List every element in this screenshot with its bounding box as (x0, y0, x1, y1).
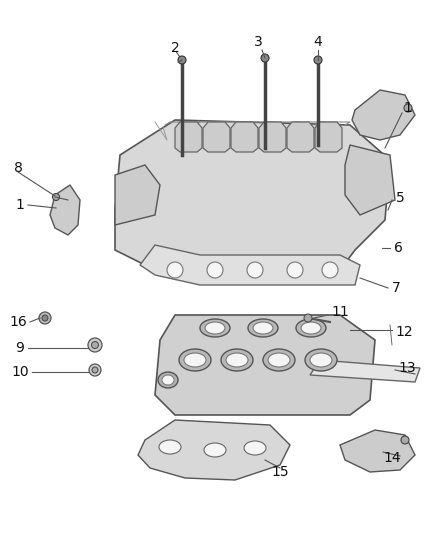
Circle shape (42, 315, 48, 321)
Ellipse shape (301, 322, 321, 334)
Polygon shape (138, 420, 290, 480)
Polygon shape (140, 245, 360, 285)
Ellipse shape (204, 443, 226, 457)
Text: 11: 11 (331, 305, 349, 319)
Ellipse shape (268, 353, 290, 367)
Circle shape (261, 54, 269, 62)
Text: 5: 5 (396, 191, 404, 205)
Circle shape (287, 262, 303, 278)
Circle shape (304, 314, 312, 322)
Text: 13: 13 (398, 361, 416, 375)
Text: 10: 10 (11, 365, 29, 379)
Polygon shape (310, 360, 420, 382)
Circle shape (247, 262, 263, 278)
Circle shape (314, 56, 322, 64)
Ellipse shape (184, 353, 206, 367)
Text: 3: 3 (254, 35, 262, 49)
Ellipse shape (310, 353, 332, 367)
Text: 9: 9 (16, 341, 25, 355)
Polygon shape (115, 165, 160, 225)
Polygon shape (352, 90, 415, 140)
Circle shape (92, 367, 98, 373)
Ellipse shape (200, 319, 230, 337)
Circle shape (404, 104, 412, 112)
Ellipse shape (305, 349, 337, 371)
Text: 2: 2 (171, 41, 180, 55)
Text: 15: 15 (271, 465, 289, 479)
Polygon shape (259, 122, 286, 152)
Polygon shape (345, 145, 395, 215)
Circle shape (167, 262, 183, 278)
Ellipse shape (263, 349, 295, 371)
Polygon shape (340, 430, 415, 472)
Text: 14: 14 (383, 451, 401, 465)
Circle shape (207, 262, 223, 278)
Circle shape (88, 338, 102, 352)
Ellipse shape (162, 375, 174, 385)
Text: 7: 7 (392, 281, 400, 295)
Ellipse shape (221, 349, 253, 371)
Polygon shape (231, 122, 258, 152)
Circle shape (92, 342, 99, 349)
Polygon shape (287, 122, 314, 152)
Text: 12: 12 (395, 325, 413, 339)
Text: 8: 8 (14, 161, 22, 175)
Circle shape (401, 436, 409, 444)
Circle shape (322, 262, 338, 278)
Polygon shape (203, 122, 230, 152)
Polygon shape (155, 315, 375, 415)
Polygon shape (115, 120, 390, 280)
Circle shape (53, 193, 60, 200)
Ellipse shape (226, 353, 248, 367)
Ellipse shape (159, 440, 181, 454)
Ellipse shape (158, 372, 178, 388)
Circle shape (89, 364, 101, 376)
Text: 6: 6 (394, 241, 403, 255)
Text: 1: 1 (16, 198, 25, 212)
Ellipse shape (244, 441, 266, 455)
Text: 1: 1 (403, 101, 413, 115)
Circle shape (178, 56, 186, 64)
Ellipse shape (205, 322, 225, 334)
Circle shape (39, 312, 51, 324)
Polygon shape (175, 122, 202, 152)
Text: 16: 16 (9, 315, 27, 329)
Ellipse shape (248, 319, 278, 337)
Ellipse shape (296, 319, 326, 337)
Polygon shape (50, 185, 80, 235)
Ellipse shape (179, 349, 211, 371)
Polygon shape (315, 122, 342, 152)
Text: 4: 4 (314, 35, 322, 49)
Ellipse shape (253, 322, 273, 334)
